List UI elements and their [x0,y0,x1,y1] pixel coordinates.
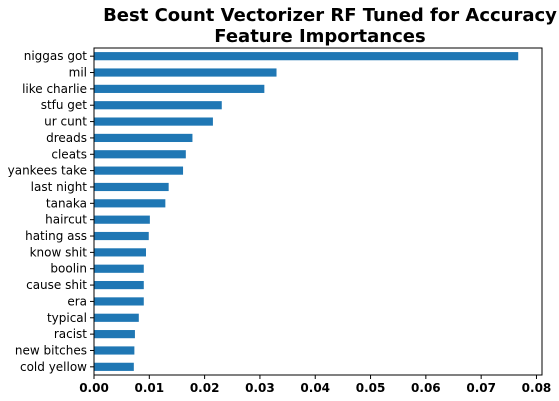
plot-frame [93,47,543,376]
bar [94,117,213,126]
y-tick-label: cold yellow [20,360,87,374]
y-tick-label: niggas got [24,49,88,63]
y-tick-label: last night [31,180,88,194]
x-axis-ticks: 0.00 0.01 0.02 0.03 0.04 0.05 0.06 0.07 0.08 [79,375,551,395]
y-tick-label: tanaka [46,196,87,210]
bar [94,231,149,241]
x-tick-label: 0.05 [356,381,386,395]
x-tick-label: 0.03 [245,381,275,395]
y-tick-label: like charlie [22,82,87,96]
bar [94,280,144,290]
y-tick-label: ur cunt [44,115,87,129]
x-tick-label: 0.06 [411,381,441,395]
y-tick-label: new bitches [15,343,87,357]
bar [94,346,135,355]
x-tick-label: 0.02 [190,381,220,395]
bar [94,248,146,257]
chart-title: Best Count Vectorizer RF Tuned for Accur… [103,5,557,26]
y-tick-label: know shit [30,245,88,259]
bar [94,215,150,224]
x-tick-label: 0.01 [135,381,165,395]
y-tick-label: dreads [46,131,87,145]
bar [94,264,144,273]
x-tick-label: 0.00 [79,381,109,395]
y-tick-label: mil [69,66,87,80]
y-tick-label: boolin [50,262,87,276]
y-tick-label: hating ass [25,229,87,243]
y-tick-label: racist [54,327,87,341]
chart-subtitle: Feature Importances [214,26,425,47]
y-tick-label: cleats [51,147,87,161]
bar [94,150,186,159]
bar [94,52,519,61]
bar [94,362,134,371]
x-tick-label: 0.08 [522,381,552,395]
bar [94,297,144,306]
bar [94,68,277,77]
x-tick-label: 0.04 [300,381,330,395]
bar [94,101,222,110]
bar [94,199,166,208]
bar [94,330,135,339]
y-tick-label: era [67,294,87,308]
y-tick-label: yankees take [8,164,87,178]
y-tick-label: haircut [45,213,87,227]
bar [94,133,193,143]
y-tick-label: typical [47,311,87,325]
bar [94,84,265,93]
bar [94,313,139,322]
bar [94,166,184,175]
y-tick-label: stfu get [41,98,88,112]
bars-group [94,52,519,371]
x-tick-label: 0.07 [466,381,496,395]
bar [94,182,169,192]
y-axis-ticks: niggas got mil like charlie stfu get ur cunt… [8,49,94,374]
y-tick-label: cause shit [26,278,87,292]
